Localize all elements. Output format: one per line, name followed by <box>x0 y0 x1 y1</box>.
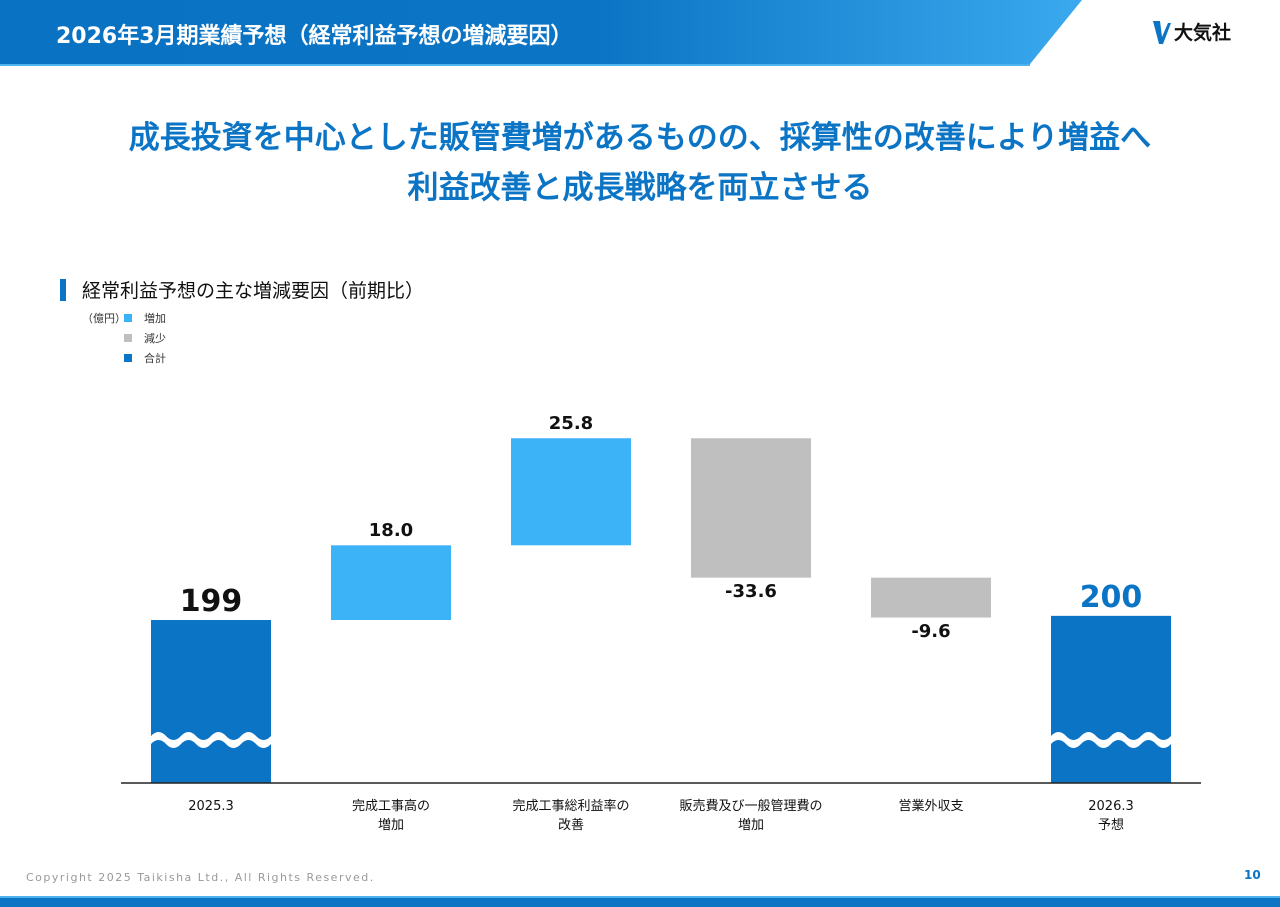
slide-title: 2026年3月期業績予想（経常利益予想の増減要因） <box>56 24 573 49</box>
bar-2 <box>511 438 631 546</box>
chart-title-text: 経常利益予想の主な増減要因（前期比） <box>82 280 425 302</box>
header-underline <box>0 64 1030 66</box>
logo-mark-icon <box>1153 20 1171 44</box>
legend-item-increase: 増加 <box>124 310 166 326</box>
legend-item-decrease: 減少 <box>124 330 166 346</box>
category-label-1: 完成工事高の 増加 <box>351 799 430 833</box>
header: 2026年3月期業績予想（経常利益予想の増減要因） 大気社 <box>0 0 1280 66</box>
footer-bar <box>0 896 1280 907</box>
data-label-1: 18.0 <box>368 520 414 542</box>
category-label-0: 2025.3 <box>188 799 234 814</box>
section-marker <box>60 278 66 301</box>
data-label-2: 25.8 <box>548 413 594 435</box>
headline-line-2: 利益改善と成長戦略を両立させる <box>407 170 873 206</box>
company-logo: 大気社 <box>1152 18 1231 45</box>
unit-label: （億円） <box>82 312 126 325</box>
bar-3 <box>691 438 811 578</box>
copyright: Copyright 2025 Taikisha Ltd., All Rights… <box>26 871 375 884</box>
legend-item-total: 合計 <box>124 350 166 366</box>
axis-break-0 <box>151 732 271 748</box>
data-label-3: -33.6 <box>725 580 777 602</box>
category-label-3: 販売費及び一般管理費の 増加 <box>679 799 823 833</box>
legend-swatch <box>124 354 132 362</box>
chart-title: 経常利益予想の主な増減要因（前期比） <box>60 276 424 303</box>
data-label-0: 199 <box>179 584 243 619</box>
headline-line-1: 成長投資を中心とした販管費増があるものの、採算性の改善により増益へ <box>128 120 1152 156</box>
logo-text: 大気社 <box>1174 22 1232 44</box>
bar-4 <box>871 577 991 618</box>
data-label-5: 200 <box>1079 579 1143 615</box>
bar-5 <box>1051 615 1171 783</box>
bar-0 <box>151 620 271 783</box>
category-label-2: 完成工事総利益率の 改善 <box>512 799 630 833</box>
axis-break-5 <box>1051 732 1171 748</box>
legend-swatch <box>124 314 132 322</box>
legend-label: 合計 <box>144 352 166 365</box>
legend-swatch <box>124 334 132 342</box>
bar-1 <box>331 545 451 620</box>
legend-label: 減少 <box>144 332 166 345</box>
category-label-4: 営業外収支 <box>898 799 964 814</box>
legend-label: 増加 <box>144 312 166 325</box>
category-label-5: 2026.3 予想 <box>1088 799 1134 833</box>
page-number: 10 <box>1244 868 1261 882</box>
header-band <box>0 0 1082 64</box>
data-label-4: -9.6 <box>911 620 951 642</box>
